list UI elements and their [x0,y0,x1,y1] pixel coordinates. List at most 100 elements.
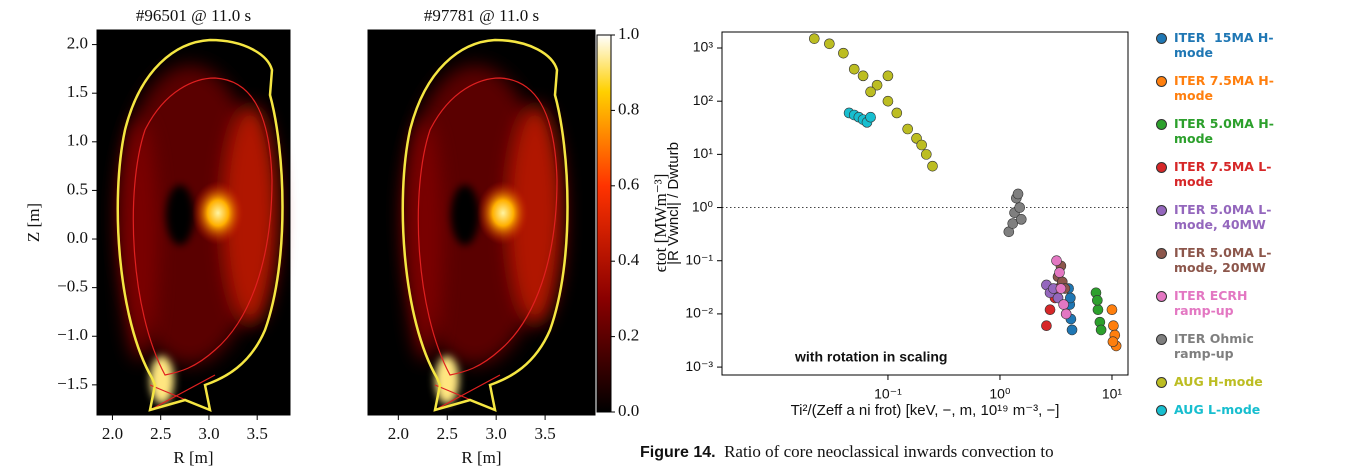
x-tick-label: 3.0 [486,424,507,443]
scatter-point [865,86,876,98]
x-tick-label: 3.0 [198,424,219,443]
y-tick-label: −0.5 [57,277,88,296]
legend-label: ITER 5.0MA H-mode [1174,116,1274,146]
x-tick-label: 3.5 [534,424,555,443]
legend-label: ITER 7.5MA H-mode [1174,73,1274,103]
x-tick-label: 2.0 [388,424,409,443]
scatter-point [1012,188,1024,200]
annotation: with rotation in scaling [794,349,947,365]
scatter-point [882,95,894,107]
scatter-point [921,149,932,160]
y-tick-label: −1.5 [57,374,88,393]
scatter-point [891,107,903,119]
colorbar-tick-label: 0.0 [618,401,639,420]
scatter-point [871,79,883,91]
legend-entry: ITER 15MA H-mode [1156,30,1356,60]
plot-frame [367,29,596,416]
y-tick-label: 0.5 [67,179,88,198]
caption-label: Figure 14. [640,444,716,461]
scatter-point [1106,304,1118,315]
legend-entry: AUG H-mode [1156,374,1356,389]
legend-marker [1156,119,1167,130]
scatter-point [1051,255,1062,267]
legend-marker [1156,405,1167,416]
caption-text: Ratio of core neoclassical inwards conve… [724,442,1054,461]
legend-label: ITER 7.5MA L-mode [1174,159,1272,189]
legend-marker [1156,205,1167,216]
x-axis-label: R [m] [173,448,213,467]
legend-entry: AUG L-mode [1156,402,1356,417]
x-tick-label: 10⁻¹ [874,386,902,402]
y-tick-label: 10⁻¹ [685,251,713,267]
x-tick-label: 2.5 [150,424,171,443]
scatter-point [838,47,849,59]
y-tick-label: 10⁻² [685,305,713,321]
y-tick-label: −1.0 [57,325,88,344]
x-tick-label: 10⁰ [989,386,1011,402]
scatter-point [1054,267,1065,278]
colorbar-label: ϵtot [MWm⁻³] [651,174,670,273]
y-axis-label: Z [m] [24,203,43,242]
scatter-point [1065,292,1076,304]
legend-marker [1156,334,1167,345]
scatter-point [1092,295,1103,306]
scatter-point [1107,336,1119,348]
colorbar-tick-label: 1.0 [618,24,639,43]
y-tick-label: 0.0 [67,228,88,247]
scatter-point [1058,299,1069,310]
scatter-point [1092,304,1104,315]
legend-marker [1156,162,1167,173]
legend-marker [1156,377,1167,388]
scatter-point [1095,324,1107,336]
scatter-point [808,33,820,44]
legend: ITER 15MA H-mode ITER 7.5MA H-mode ITER 5.… [1156,30,1356,430]
scatter-point [1108,320,1119,332]
legend-entry: ITER Ohmic ramp-up [1156,331,1356,361]
colorbar [596,34,612,413]
caption: Figure 14. Ratio of core neoclassical in… [640,442,1054,462]
scatter-point [1044,304,1056,315]
scatter-point [902,123,913,135]
legend-marker [1156,291,1167,302]
legend-marker [1156,33,1167,44]
scatter-point [1066,324,1078,336]
x-tick-label: 3.5 [247,424,268,443]
y-tick-label: 1.5 [67,82,88,101]
colorbar-tick-label: 0.2 [618,326,639,345]
y-tick-label: 10³ [693,39,714,55]
legend-entry: ITER 5.0MA L-mode, 40MW [1156,202,1356,232]
legend-label: ITER 5.0MA L-mode, 40MW [1174,202,1272,232]
scatter-point [1007,218,1019,229]
legend-label: ITER 15MA H-mode [1174,30,1274,60]
x-tick-label: 2.0 [102,424,123,443]
x-tick-label: 10¹ [1102,386,1123,402]
legend-marker [1156,248,1167,259]
colorbar-tick-label: 0.4 [618,250,640,269]
y-axis-label: |R Vwncl| / Dwturb [665,142,682,265]
legend-entry: ITER 7.5MA L-mode [1156,159,1356,189]
plot-frame [721,31,1129,376]
colorbar-tick-label: 0.8 [618,99,639,118]
legend-entry: ITER 7.5MA H-mode [1156,73,1356,103]
x-tick-label: 2.5 [437,424,458,443]
y-tick-label: 10⁰ [692,198,714,214]
scatter-point [1060,308,1072,320]
legend-marker [1156,76,1167,87]
scatter-point [882,70,894,82]
scatter-point [848,63,860,75]
plot-frame [96,29,291,416]
legend-entry: ITER 5.0MA L-mode, 20MW [1156,245,1356,275]
y-tick-label: 1.0 [67,131,88,150]
scatter-point [1055,283,1067,294]
scatter-point [1014,202,1025,213]
legend-label: AUG L-mode [1174,402,1261,417]
scatter-point [824,38,835,50]
y-tick-label: 10⁻³ [685,358,713,374]
scatter-point [865,111,876,123]
legend-label: ITER ECRH ramp-up [1174,288,1252,318]
colorbar-tick-label: 0.6 [618,175,639,194]
legend-entry: ITER 5.0MA H-mode [1156,116,1356,146]
scatter-point [1015,214,1027,225]
panel-title: #96501 @ 11.0 s [136,6,251,25]
